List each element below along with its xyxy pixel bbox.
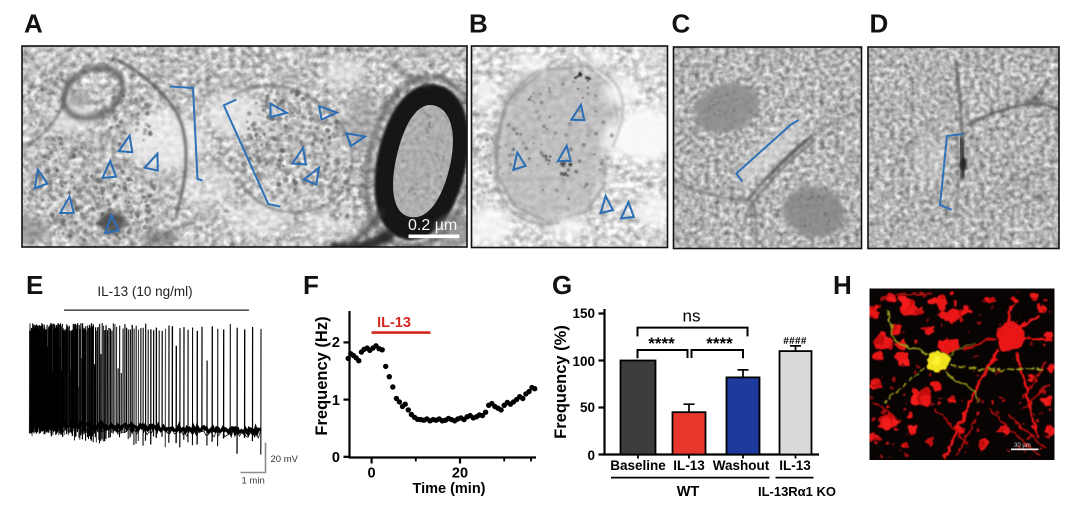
svg-text:Time (min): Time (min) bbox=[412, 481, 485, 497]
svg-text:30 µm: 30 µm bbox=[1014, 443, 1031, 449]
svg-text:20: 20 bbox=[452, 466, 468, 482]
svg-text:20 mV: 20 mV bbox=[271, 454, 299, 465]
svg-text:B: B bbox=[469, 9, 488, 39]
svg-text:Frequency (Hz): Frequency (Hz) bbox=[313, 316, 331, 435]
svg-text:IL-13Rα1 KO: IL-13Rα1 KO bbox=[758, 484, 836, 499]
svg-text:C: C bbox=[672, 9, 691, 39]
svg-text:****: **** bbox=[648, 334, 675, 353]
svg-text:A: A bbox=[24, 9, 43, 39]
svg-text:IL-13: IL-13 bbox=[377, 315, 411, 331]
svg-text:0: 0 bbox=[332, 450, 340, 466]
svg-text:IL-13: IL-13 bbox=[779, 458, 811, 473]
svg-text:0: 0 bbox=[368, 466, 376, 482]
svg-text:Frequency (%): Frequency (%) bbox=[552, 325, 570, 439]
svg-text:E: E bbox=[26, 270, 43, 300]
svg-text:1 min: 1 min bbox=[242, 476, 265, 487]
svg-text:150: 150 bbox=[572, 306, 595, 321]
svg-text:50: 50 bbox=[580, 400, 595, 415]
svg-text:0: 0 bbox=[587, 448, 595, 463]
svg-text:Baseline: Baseline bbox=[610, 458, 666, 473]
svg-text:2: 2 bbox=[332, 335, 340, 351]
svg-text:G: G bbox=[552, 270, 572, 300]
svg-text:ns: ns bbox=[683, 307, 701, 326]
svg-text:IL-13: IL-13 bbox=[673, 458, 705, 473]
svg-text:****: **** bbox=[706, 334, 733, 353]
svg-text:F: F bbox=[303, 270, 319, 300]
svg-text:WT: WT bbox=[677, 484, 700, 500]
svg-text:0.2 µm: 0.2 µm bbox=[408, 217, 457, 234]
svg-text:1: 1 bbox=[332, 393, 340, 409]
svg-text:IL-13 (10 ng/ml): IL-13 (10 ng/ml) bbox=[97, 284, 192, 299]
svg-text:D: D bbox=[870, 9, 889, 39]
svg-text:H: H bbox=[833, 270, 852, 300]
svg-text:100: 100 bbox=[572, 354, 595, 369]
svg-text:####: #### bbox=[783, 336, 807, 347]
svg-text:Washout: Washout bbox=[713, 458, 770, 473]
